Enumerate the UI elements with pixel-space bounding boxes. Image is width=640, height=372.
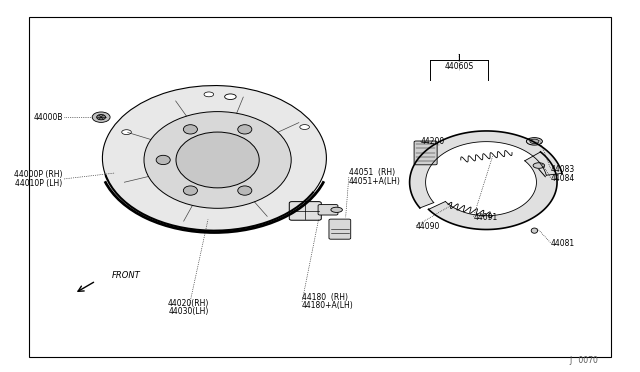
Text: 44081: 44081 (550, 239, 575, 248)
FancyBboxPatch shape (329, 219, 351, 239)
FancyBboxPatch shape (318, 205, 338, 215)
Text: 44010P (LH): 44010P (LH) (15, 179, 63, 187)
Text: FRONT: FRONT (112, 271, 141, 280)
Text: 44020(RH): 44020(RH) (168, 299, 209, 308)
Text: 44200: 44200 (420, 137, 445, 146)
Text: J   0070: J 0070 (570, 356, 598, 365)
Circle shape (92, 112, 110, 122)
Ellipse shape (176, 132, 259, 188)
Ellipse shape (300, 125, 309, 129)
Ellipse shape (331, 207, 342, 212)
FancyBboxPatch shape (289, 202, 321, 220)
Ellipse shape (156, 155, 170, 164)
Ellipse shape (122, 130, 131, 135)
Ellipse shape (225, 94, 236, 100)
Text: 44083: 44083 (550, 165, 575, 174)
Ellipse shape (531, 228, 538, 233)
Text: 44051+A(LH): 44051+A(LH) (349, 177, 401, 186)
Polygon shape (429, 152, 557, 230)
Ellipse shape (102, 86, 326, 231)
Text: 44000P (RH): 44000P (RH) (14, 170, 63, 179)
Text: 44180  (RH): 44180 (RH) (302, 293, 348, 302)
Ellipse shape (238, 125, 252, 134)
Ellipse shape (204, 92, 214, 97)
Text: 44030(LH): 44030(LH) (168, 307, 209, 316)
Text: 44091: 44091 (474, 213, 498, 222)
Text: 44060S: 44060S (445, 62, 474, 71)
Text: 44090: 44090 (416, 222, 440, 231)
Text: 44180+A(LH): 44180+A(LH) (302, 301, 354, 310)
Text: 44000B: 44000B (33, 113, 63, 122)
Ellipse shape (184, 125, 198, 134)
Polygon shape (410, 131, 562, 208)
Ellipse shape (238, 186, 252, 195)
Ellipse shape (526, 138, 543, 145)
Ellipse shape (530, 139, 539, 144)
FancyBboxPatch shape (414, 141, 437, 165)
Text: 44051  (RH): 44051 (RH) (349, 169, 395, 177)
Circle shape (97, 115, 106, 120)
Text: 44084: 44084 (550, 174, 575, 183)
Ellipse shape (144, 112, 291, 208)
Ellipse shape (533, 163, 545, 168)
Ellipse shape (183, 186, 197, 195)
